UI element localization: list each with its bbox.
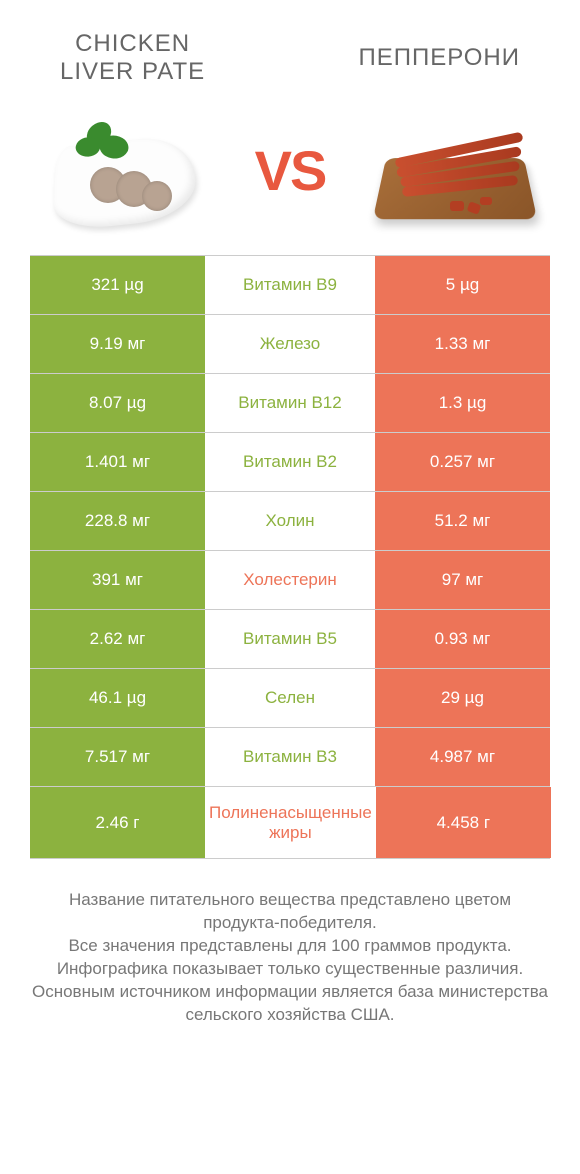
right-value: 97 мг [375, 551, 550, 609]
footer-line: Инфографика показывает только существенн… [30, 958, 550, 981]
left-value: 228.8 мг [30, 492, 205, 550]
right-value: 0.93 мг [375, 610, 550, 668]
left-value: 8.07 µg [30, 374, 205, 432]
left-value: 9.19 мг [30, 315, 205, 373]
nutrient-name: Холестерин [205, 551, 375, 609]
table-row: 2.46 гПолиненасыщенные жиры4.458 г [30, 786, 550, 858]
left-value: 1.401 мг [30, 433, 205, 491]
left-product-image [50, 115, 200, 225]
right-value: 29 µg [375, 669, 550, 727]
table-row: 2.62 мгВитамин B50.93 мг [30, 609, 550, 668]
footer-notes: Название питательного вещества представл… [0, 859, 580, 1027]
footer-line: Все значения представлены для 100 граммо… [30, 935, 550, 958]
table-row: 7.517 мгВитамин B34.987 мг [30, 727, 550, 786]
left-value: 391 мг [30, 551, 205, 609]
nutrient-name: Витамин B9 [205, 256, 375, 314]
nutrition-table: 321 µgВитамин B95 µg9.19 мгЖелезо1.33 мг… [30, 255, 550, 859]
left-product-title: CHICKEN LIVER PATE [60, 30, 205, 85]
table-row: 391 мгХолестерин97 мг [30, 550, 550, 609]
table-row: 321 µgВитамин B95 µg [30, 255, 550, 314]
left-value: 7.517 мг [30, 728, 205, 786]
table-row: 46.1 µgСелен29 µg [30, 668, 550, 727]
table-row: 8.07 µgВитамин B121.3 µg [30, 373, 550, 432]
right-value: 1.33 мг [375, 315, 550, 373]
right-value: 1.3 µg [375, 374, 550, 432]
left-value: 2.62 мг [30, 610, 205, 668]
vs-label: VS [255, 138, 326, 203]
table-row: 9.19 мгЖелезо1.33 мг [30, 314, 550, 373]
footer-line: Название питательного вещества представл… [30, 889, 550, 935]
nutrient-name: Селен [205, 669, 375, 727]
right-value: 4.987 мг [375, 728, 550, 786]
nutrient-name: Железо [205, 315, 375, 373]
nutrient-name: Холин [205, 492, 375, 550]
footer-line: Основным источником информации является … [30, 981, 550, 1027]
product-images-row: VS [0, 95, 580, 255]
nutrient-name: Витамин B12 [205, 374, 375, 432]
header: CHICKEN LIVER PATE ПЕППЕРОНИ [0, 0, 580, 95]
right-product-title: ПЕППЕРОНИ [359, 44, 521, 72]
right-value: 5 µg [375, 256, 550, 314]
right-value: 4.458 г [376, 787, 551, 858]
right-product-image [380, 115, 530, 225]
nutrient-name: Витамин B3 [205, 728, 375, 786]
right-value: 51.2 мг [375, 492, 550, 550]
left-value: 2.46 г [30, 787, 205, 858]
right-value: 0.257 мг [375, 433, 550, 491]
left-value: 321 µg [30, 256, 205, 314]
table-row: 228.8 мгХолин51.2 мг [30, 491, 550, 550]
table-row: 1.401 мгВитамин B20.257 мг [30, 432, 550, 491]
nutrient-name: Полиненасыщенные жиры [205, 787, 376, 858]
left-value: 46.1 µg [30, 669, 205, 727]
nutrient-name: Витамин B5 [205, 610, 375, 668]
nutrient-name: Витамин B2 [205, 433, 375, 491]
